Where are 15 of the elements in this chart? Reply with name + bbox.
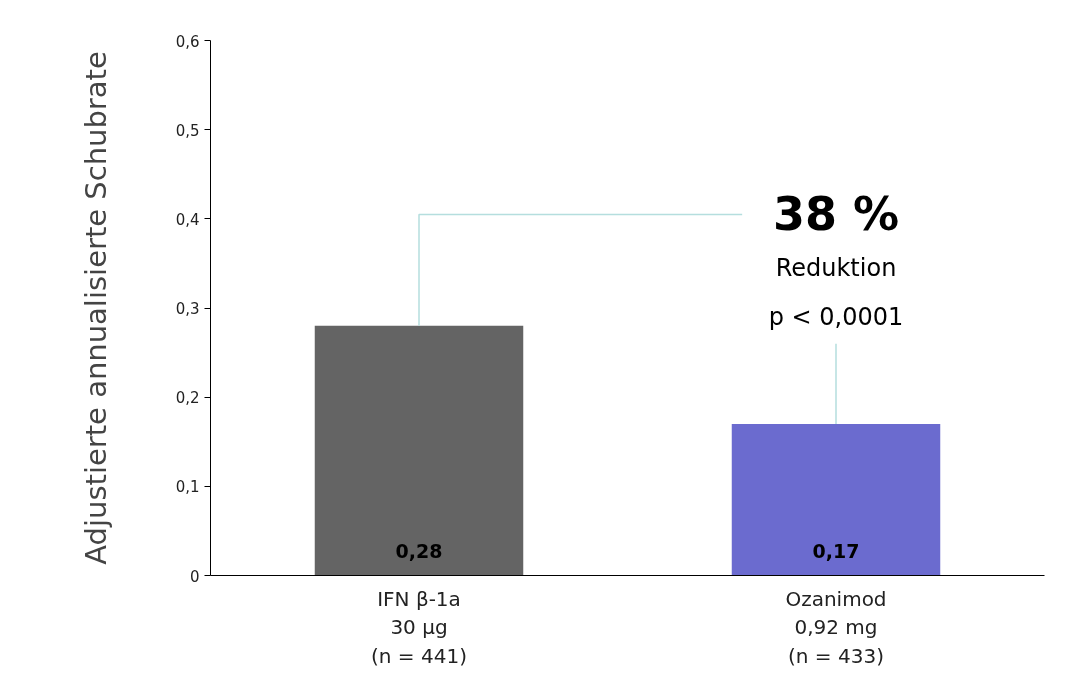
y-tick-label: 0,2 <box>175 389 200 408</box>
x-tick-label: Ozanimod 0,92 mg (n = 433) <box>785 586 887 669</box>
y-tick-label: 0,6 <box>175 32 200 51</box>
y-tick-label: 0,3 <box>175 300 200 318</box>
y-axis-title: Adjustierte annualisierte Schubrate <box>78 51 113 565</box>
annotation: 38 % <box>772 187 900 242</box>
y-tick-label: 0,5 <box>175 121 200 140</box>
y-tick-label: 0,1 <box>175 478 200 497</box>
y-tick-label: 0,4 <box>175 210 200 229</box>
data-label: 0,17 <box>812 539 860 562</box>
annotation: Reduktion <box>775 253 897 282</box>
data-label: 0,28 <box>395 539 443 562</box>
y-tick-label: 0 <box>189 567 200 586</box>
x-tick-label: IFN β-1a 30 µg (n = 441) <box>371 586 467 669</box>
annotation: p < 0,0001 <box>768 302 904 331</box>
